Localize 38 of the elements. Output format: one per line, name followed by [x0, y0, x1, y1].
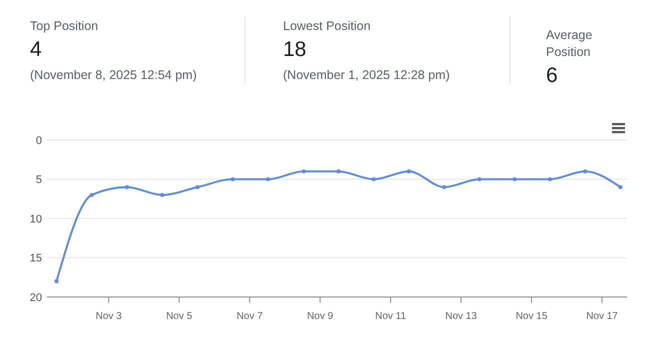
point — [302, 169, 306, 174]
point — [583, 169, 588, 174]
point — [442, 185, 446, 190]
x-tick-label: Nov 5 — [166, 311, 193, 322]
point — [512, 177, 517, 182]
point — [618, 185, 622, 190]
x-tick-label: Nov 11 — [375, 311, 406, 322]
point — [336, 169, 340, 174]
text: 6 — [546, 64, 558, 87]
point — [125, 185, 130, 190]
text: Lowest Position — [283, 19, 371, 33]
y-tick-label: 15 — [30, 252, 42, 265]
text: 4 — [30, 38, 42, 61]
text: 18 — [283, 38, 306, 61]
point — [477, 177, 482, 182]
point — [54, 279, 58, 284]
x-tick-label: Nov 15 — [516, 311, 548, 322]
point — [266, 177, 270, 182]
x-tick-label: Nov 17 — [586, 311, 618, 322]
x-tick-label: Nov 9 — [307, 311, 334, 322]
text: Average Position — [546, 28, 592, 59]
y-tick-label: 5 — [36, 174, 42, 186]
text: (November 8, 2025 12:54 pm) — [30, 68, 197, 82]
point — [90, 192, 94, 197]
y-tick-label: 0 — [36, 134, 42, 147]
point — [160, 192, 164, 197]
point — [548, 177, 552, 182]
point — [372, 177, 376, 182]
x-tick-label: Nov 3 — [96, 311, 122, 322]
x-tick-label: Nov 13 — [445, 311, 478, 322]
point — [196, 185, 200, 190]
x-tick-label: Nov 7 — [236, 311, 264, 322]
point — [230, 177, 235, 182]
text: Top Position — [30, 19, 98, 33]
point — [406, 169, 411, 174]
text: (November 1, 2025 12:28 pm) — [283, 68, 450, 82]
y-tick-label: 10 — [30, 213, 42, 226]
y-tick-label: 20 — [30, 292, 42, 304]
